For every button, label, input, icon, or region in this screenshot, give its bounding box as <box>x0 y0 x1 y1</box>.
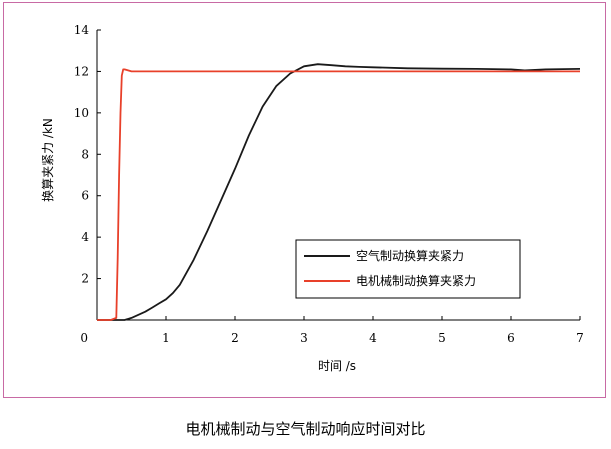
legend: 空气制动换算夹紧力 电机械制动换算夹紧力 <box>295 239 521 299</box>
legend-box <box>295 239 521 299</box>
x-tick-label: 7 <box>576 331 584 345</box>
x-tick-label: 4 <box>369 331 377 345</box>
y-origin-label: 0 <box>80 331 88 345</box>
y-tick-label: 6 <box>81 189 89 203</box>
figure-frame <box>3 2 606 398</box>
y-tick-label: 4 <box>81 230 89 244</box>
legend-label-air: 空气制动换算夹紧力 <box>356 248 464 263</box>
x-tick-label: 3 <box>300 331 308 345</box>
series-line-electromechanical-brake <box>97 68 580 321</box>
x-axis-title: 时间 /s <box>318 359 356 373</box>
legend-label-electromechanical: 电机械制动换算夹紧力 <box>356 273 476 288</box>
y-tick-label: 2 <box>81 272 89 286</box>
series-line-air-brake <box>97 63 581 321</box>
x-tick-label: 2 <box>231 331 239 345</box>
x-tick-label: 5 <box>438 331 446 345</box>
y-tick-label: 12 <box>74 64 89 78</box>
x-tick-label: 1 <box>162 331 170 345</box>
y-tick-label: 10 <box>74 106 89 120</box>
x-tick-label: 6 <box>507 331 515 345</box>
y-tick-label: 14 <box>74 23 90 37</box>
y-tick-label: 8 <box>81 147 89 161</box>
figure-caption: 电机械制动与空气制动响应时间对比 <box>185 420 426 438</box>
y-axis-title: 换算夹紧力 /kN <box>40 118 55 202</box>
